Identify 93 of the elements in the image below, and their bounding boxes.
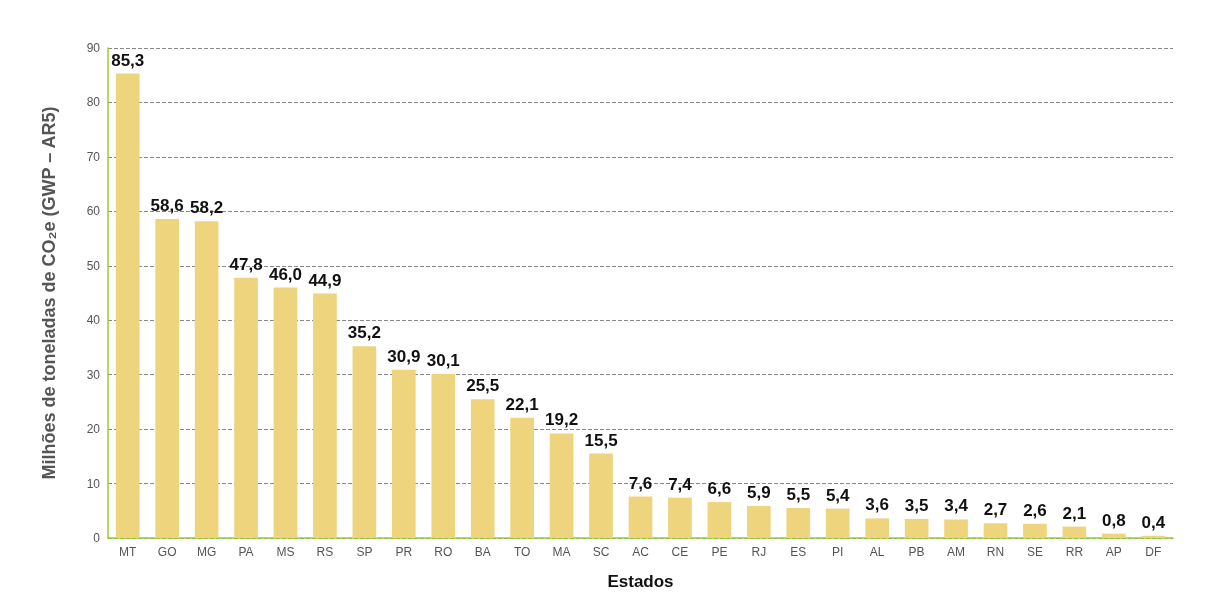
y-tick-label: 30 [86, 367, 101, 382]
bar [431, 374, 456, 538]
y-tick-label: 80 [86, 95, 101, 110]
bar [155, 218, 179, 538]
bar [1062, 526, 1087, 538]
y-tick-label: 10 [86, 476, 101, 491]
data-label: 7,4 [668, 474, 693, 494]
bar [865, 518, 889, 538]
bar [983, 523, 1008, 538]
x-tick-label: RS [316, 545, 334, 559]
data-label: 35,2 [347, 323, 381, 343]
y-tick-label: 0 [93, 531, 101, 545]
data-label: 2,7 [983, 500, 1008, 520]
x-tick-label: GO [157, 545, 177, 559]
bar [234, 277, 258, 538]
x-tick-label: PE [711, 545, 728, 559]
x-tick-label: AC [632, 545, 650, 559]
data-label: 0,8 [1102, 510, 1126, 530]
x-tick-label: AM [947, 545, 966, 559]
x-tick-label: PR [395, 545, 413, 559]
x-tick-label: RR [1065, 545, 1084, 559]
data-label: 5,4 [825, 485, 851, 505]
data-label: 0,4 [1141, 512, 1166, 532]
bar [668, 497, 692, 538]
data-label: 2,1 [1062, 503, 1087, 523]
data-label: 6,6 [707, 479, 732, 499]
data-label: 46,0 [268, 264, 303, 284]
data-label: 2,6 [1023, 500, 1047, 520]
bar [628, 496, 653, 538]
y-tick-label: 40 [86, 313, 101, 328]
x-tick-label: MT [119, 545, 138, 559]
data-label: 47,8 [229, 254, 263, 274]
bar [470, 399, 495, 538]
x-tick-label: AL [869, 545, 885, 559]
bar [825, 508, 850, 538]
y-axis-title: Milhões de toneladas de CO₂e (GWP – AR5) [39, 106, 59, 480]
data-label: 25,5 [466, 376, 500, 396]
x-tick-label: PB [908, 545, 925, 559]
x-tick-label: CE [671, 545, 689, 559]
data-label: 3,4 [944, 496, 969, 516]
x-tick-label: SP [356, 545, 373, 559]
data-label: 3,6 [865, 495, 889, 515]
y-tick-label: 60 [86, 204, 101, 219]
bar [747, 505, 771, 538]
bar [115, 73, 140, 538]
bar [589, 453, 613, 538]
x-axis-title: Estados [607, 572, 674, 591]
data-label: 58,6 [150, 195, 184, 215]
bar [1102, 533, 1126, 538]
y-tick-label: 20 [86, 422, 101, 437]
data-label: 7,6 [628, 473, 653, 493]
data-label: 3,5 [904, 495, 929, 515]
data-label: 5,5 [786, 485, 811, 505]
x-tick-label: RO [434, 545, 453, 559]
bar [707, 502, 732, 538]
data-label: 30,1 [426, 351, 460, 371]
bar [313, 293, 337, 538]
bar [510, 417, 534, 538]
x-tick-label: MS [276, 545, 295, 559]
x-tick-label: RJ [751, 545, 767, 559]
x-tick-label: DF [1145, 545, 1162, 559]
bar [352, 346, 377, 538]
x-tick-label: PA [238, 545, 254, 559]
x-tick-label: BA [474, 545, 491, 559]
x-tick-label: RN [986, 545, 1005, 559]
data-label: 85,3 [111, 50, 145, 70]
x-tick-label: PI [832, 545, 844, 559]
y-tick-label: 50 [86, 258, 101, 273]
bar [549, 433, 574, 538]
data-label: 15,5 [584, 430, 618, 450]
x-tick-label: ES [790, 545, 807, 559]
bar [1141, 535, 1166, 538]
data-label: 44,9 [308, 270, 342, 290]
data-label: 58,2 [190, 198, 224, 218]
bar [944, 519, 968, 538]
data-label: 5,9 [747, 482, 771, 502]
bar [1023, 523, 1047, 538]
data-label: 30,9 [387, 346, 421, 366]
x-tick-label: TO [513, 545, 531, 559]
data-label: 19,2 [545, 410, 579, 430]
bar [904, 518, 929, 538]
x-tick-label: SC [592, 545, 610, 559]
y-tick-label: 90 [86, 41, 101, 55]
data-label: 22,1 [505, 394, 539, 414]
bar [273, 287, 298, 538]
bar [194, 221, 219, 538]
y-tick-label: 70 [86, 149, 101, 164]
bar [786, 508, 811, 538]
x-tick-label: SE [1026, 545, 1043, 559]
x-tick-label: MA [552, 545, 571, 559]
bar [392, 369, 416, 538]
x-tick-label: AP [1105, 545, 1122, 559]
x-tick-label: MG [196, 545, 217, 559]
